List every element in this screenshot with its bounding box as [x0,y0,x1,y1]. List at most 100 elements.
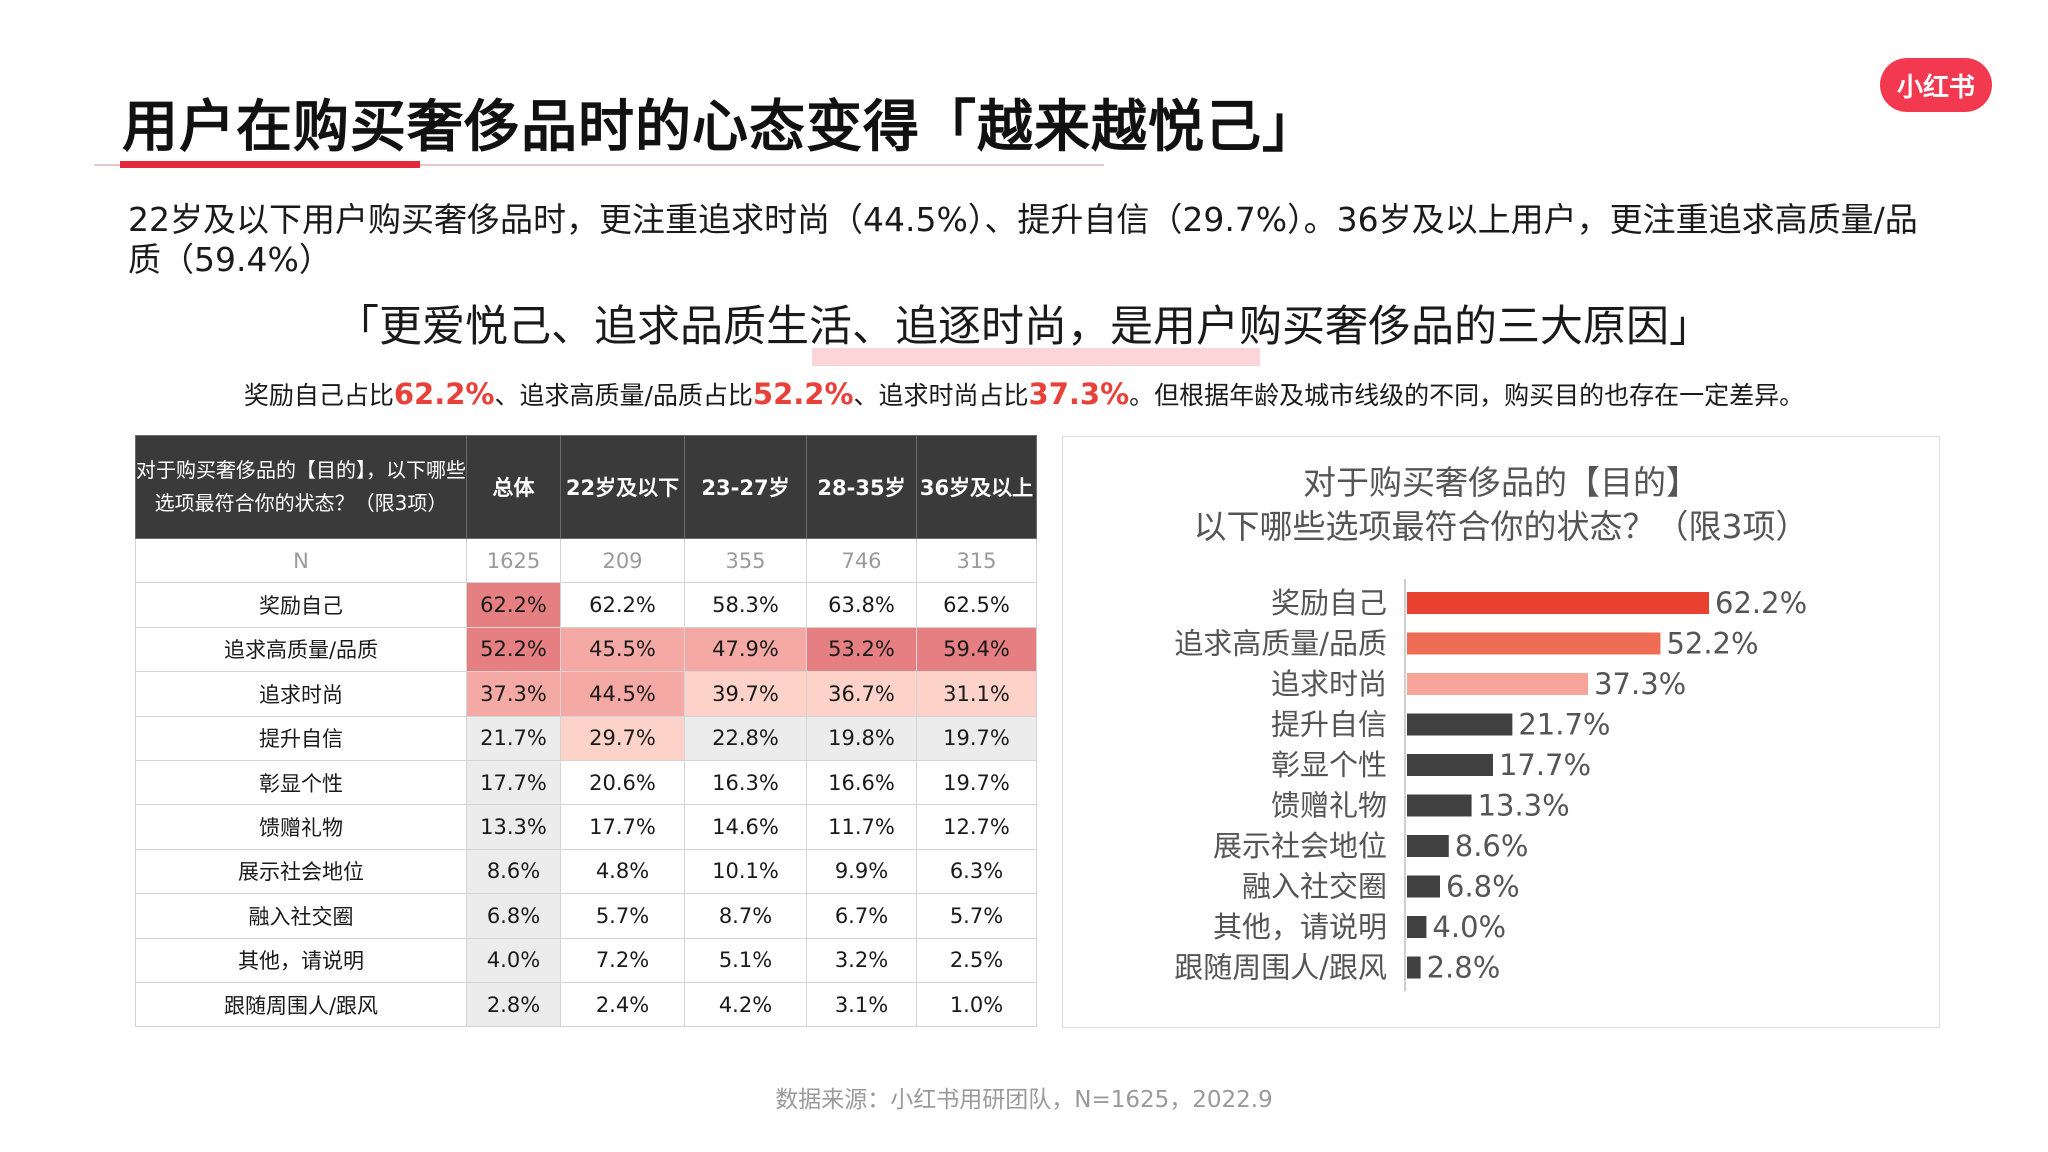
table-cell: 5.7% [916,893,1037,939]
table-cell: 7.2% [560,937,685,983]
chart-category-label: 追求高质量/品质 [1174,627,1387,661]
table-cell: 3.2% [806,937,917,983]
table-cell: 59.4% [916,626,1037,673]
table-cell: 2.5% [916,937,1037,983]
summary-text-3: 、追求时尚占比 [853,381,1029,410]
table-cell: 17.7% [466,759,561,806]
table-row: 追求高质量/品质 52.2% 45.5% 47.9% 53.2% 59.4% [135,626,1037,673]
chart-value-label: 17.7% [1499,748,1591,782]
table-row: 融入社交圈 6.8% 5.7% 8.7% 6.7% 5.7% [135,893,1037,939]
table-cell: 31.1% [916,671,1037,717]
table-cell: 2.4% [560,981,685,1028]
table-cell: 19.7% [916,715,1037,761]
title-divider [94,164,1104,166]
table-cell: 12.7% [916,804,1037,850]
table-cell: 11.7% [806,804,917,850]
table-n-label: N [135,537,467,584]
table-cell: 6.3% [916,848,1037,895]
chart-category-label: 融入社交圈 [1242,870,1387,904]
data-source: 数据来源：小红书用研团队，N=1625，2022.9 [775,1087,1273,1113]
table-row: 展示社会地位 8.6% 4.8% 10.1% 9.9% 6.3% [135,848,1037,895]
table-cell: 16.6% [806,759,917,806]
table-cell: 45.5% [560,626,685,673]
table-cell: 29.7% [560,715,685,761]
summary-text-2: 、追求高质量/品质占比 [494,381,753,410]
chart-category-label: 提升自信 [1271,708,1387,742]
chart-category-label: 彰显个性 [1271,748,1387,782]
page-title: 用户在购买奢侈品时的心态变得「越来越悦己」 [122,95,1319,160]
chart-category-label: 追求时尚 [1271,667,1387,701]
chart-category-label: 馈赠礼物 [1271,789,1387,823]
chart-panel: 对于购买奢侈品的【目的】 以下哪些选项最符合你的状态？（限3项） 奖励自己 62.… [1062,436,1940,1028]
table-cell: 22.8% [684,715,807,761]
chart-bar [1407,956,1421,979]
table-cell: 39.7% [684,671,807,717]
table-cell: 62.2% [560,582,685,628]
table-row: 追求时尚 37.3% 44.5% 39.7% 36.7% 31.1% [135,671,1037,717]
table-row-label: 跟随周围人/跟风 [135,981,467,1028]
chart-value-label: 37.3% [1594,667,1686,701]
table-cell: 4.8% [560,848,685,895]
chart-bar [1407,875,1441,898]
table-n-row: N 1625 209 355 746 315 [135,537,1037,584]
summary-value-1: 62.2% [393,377,495,411]
xiaohongshu-logo: 小红书 [1880,58,1992,112]
chart-category-label: 展示社会地位 [1213,829,1387,863]
description-text: 22岁及以下用户购买奢侈品时，更注重追求时尚（44.5%）、提升自信（29.7%… [128,200,1918,279]
table-row: 其他，请说明 4.0% 7.2% 5.1% 3.2% 2.5% [135,937,1037,983]
table-cell: 10.1% [684,848,807,895]
table-cell: 746 [806,537,917,584]
chart-value-label: 2.8% [1427,951,1501,985]
table-cell: 16.3% [684,759,807,806]
summary-line: 奖励自己占比62.2%、追求高质量/品质占比52.2%、追求时尚占比37.3%。… [0,376,2048,412]
chart-bar [1407,916,1427,938]
summary-value-2: 52.2% [752,377,854,411]
table-cell: 2.8% [466,981,561,1028]
table-row-label: 奖励自己 [135,582,467,628]
chart-bar [1407,673,1589,695]
table-row-label: 展示社会地位 [135,848,467,895]
table-cell: 19.7% [916,759,1037,806]
summary-text-4: 。但根据年龄及城市线级的不同，购买目的也存在一定差异。 [1129,381,1805,410]
table-cell: 62.5% [916,582,1037,628]
table-col-header: 22岁及以下 [560,435,685,539]
table-cell: 6.7% [806,893,917,939]
table-row-label: 追求时尚 [135,671,467,717]
table-cell: 58.3% [684,582,807,628]
chart-value-label: 8.6% [1455,829,1529,863]
table-row: 提升自信 21.7% 29.7% 22.8% 19.8% 19.7% [135,715,1037,761]
chart-category-label: 奖励自己 [1271,586,1387,620]
chart-value-label: 13.3% [1478,789,1570,823]
table-header-row: 对于购买奢侈品的【目的】，以下哪些选项最符合你的状态？（限3项） 总体 22岁及… [135,435,1037,539]
table-cell: 1625 [466,537,561,584]
chart-value-label: 4.0% [1432,910,1506,944]
table-cell: 44.5% [560,671,685,717]
table-cell: 1.0% [916,981,1037,1028]
table-row-label: 融入社交圈 [135,893,467,939]
table-cell: 53.2% [806,626,917,673]
chart-bar [1407,713,1513,736]
table-cell: 63.8% [806,582,917,628]
table-cell: 6.8% [466,893,561,939]
table-cell: 52.2% [466,626,561,673]
table-cell: 4.0% [466,937,561,983]
table-row-label: 彰显个性 [135,759,467,806]
table-cell: 8.6% [466,848,561,895]
chart-bar [1407,632,1661,655]
table-cell: 37.3% [466,671,561,717]
table-row: 馈赠礼物 13.3% 17.7% 14.6% 11.7% 12.7% [135,804,1037,850]
table-row-label: 提升自信 [135,715,467,761]
chart-value-label: 21.7% [1518,708,1610,742]
chart-bar [1407,592,1709,614]
table-cell: 21.7% [466,715,561,761]
table-cell: 9.9% [806,848,917,895]
chart-value-label: 52.2% [1666,627,1758,661]
table-cell: 8.7% [684,893,807,939]
headline-highlight [812,348,1260,366]
table-cell: 209 [560,537,685,584]
table-cell: 19.8% [806,715,917,761]
chart-bar [1407,754,1493,776]
table-cell: 3.1% [806,981,917,1028]
chart-title-line-1: 对于购买奢侈品的【目的】 [1303,463,1699,502]
table-cell: 47.9% [684,626,807,673]
